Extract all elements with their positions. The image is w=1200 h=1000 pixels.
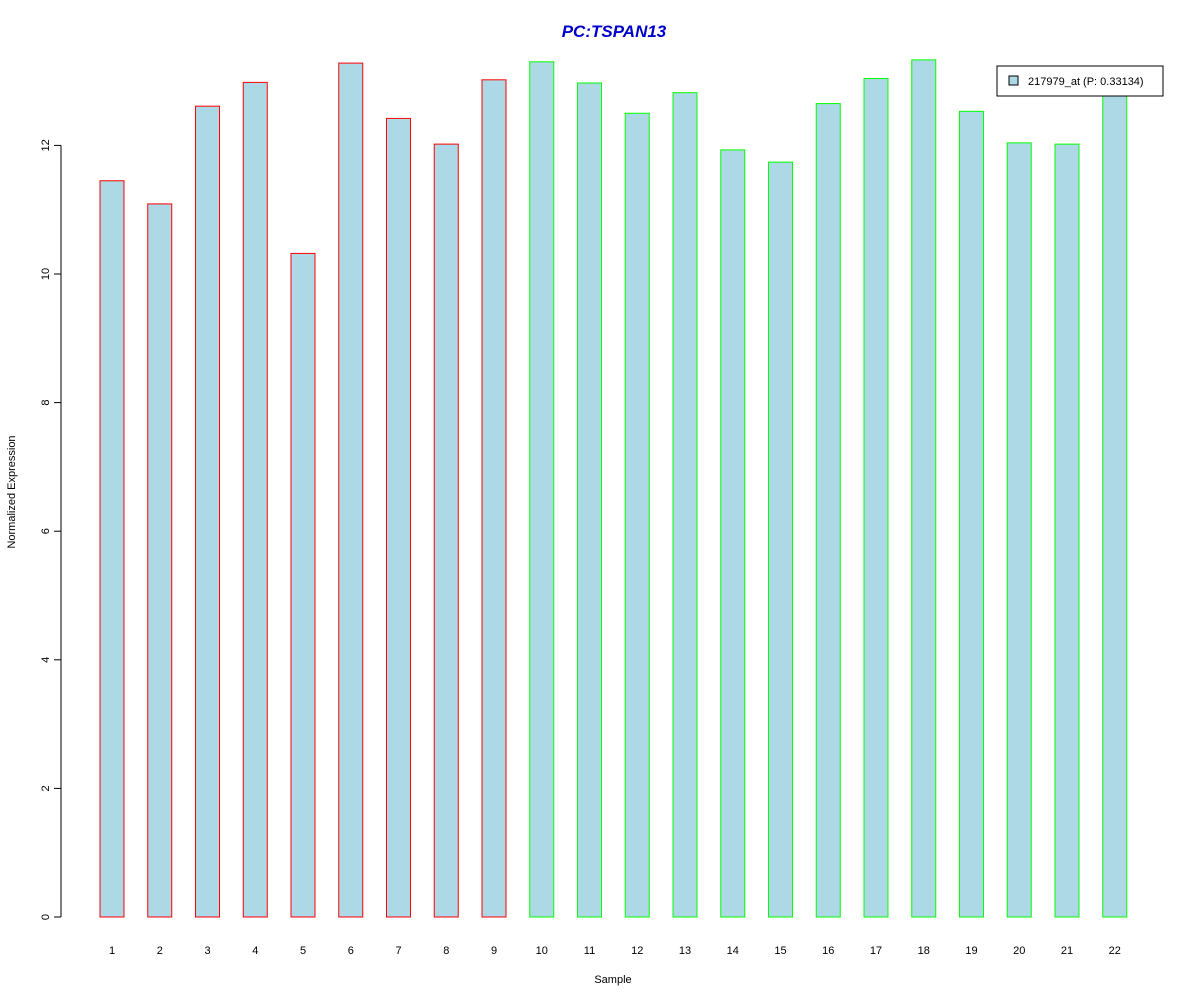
x-tick-label: 10 <box>536 945 548 957</box>
x-tick-label: 22 <box>1109 945 1121 957</box>
bar-sample-18 <box>911 59 937 918</box>
bar-sample-1 <box>99 180 125 918</box>
bar-sample-3 <box>195 105 220 918</box>
x-tick-label: 1 <box>109 945 115 957</box>
x-tick-label: 12 <box>631 945 643 957</box>
x-tick-label: 11 <box>584 945 595 957</box>
bar-sample-10 <box>529 61 555 918</box>
bar-sample-7 <box>386 117 411 918</box>
bar-sample-8 <box>433 143 459 918</box>
x-tick-label: 6 <box>348 945 354 957</box>
x-tick-label: 7 <box>395 945 401 957</box>
bar-sample-22 <box>1102 87 1128 918</box>
bar-sample-17 <box>863 78 889 918</box>
x-tick-label: 17 <box>870 945 882 957</box>
bar-sample-15 <box>768 161 793 918</box>
bar-sample-21 <box>1054 143 1080 918</box>
y-axis-label: Normalized Expression <box>6 435 18 548</box>
x-tick-label: 5 <box>300 945 306 957</box>
x-tick-label: 19 <box>965 945 977 957</box>
y-tick-label: 10 <box>40 268 52 280</box>
bar-sample-4 <box>242 81 268 918</box>
bar-sample-16 <box>815 103 841 918</box>
bar-sample-12 <box>624 112 650 918</box>
y-tick-label: 2 <box>40 785 52 791</box>
x-tick-labels: 1 2 3 4 5 6 7 8 9 10 11 12 13 14 15 16 17 18 19 20 21 22 <box>109 945 1121 957</box>
x-tick-label: 9 <box>491 945 497 957</box>
x-tick-label: 2 <box>157 945 163 957</box>
bars <box>99 59 1128 918</box>
x-tick-label: 21 <box>1061 945 1073 957</box>
y-axis: 0 2 4 6 8 10 12 <box>40 139 62 920</box>
y-tick-label: 4 <box>40 657 52 663</box>
legend: 217979_at (P: 0.33134) <box>996 65 1164 97</box>
bar-sample-2 <box>147 203 173 918</box>
x-tick-label: 20 <box>1013 945 1025 957</box>
x-tick-label: 18 <box>918 945 930 957</box>
y-tick-label: 12 <box>40 139 52 151</box>
bar-sample-13 <box>672 92 698 918</box>
x-tick-label: 14 <box>727 945 739 957</box>
x-tick-label: 16 <box>822 945 834 957</box>
bar-sample-9 <box>481 79 507 918</box>
x-axis-label: Sample <box>594 974 631 986</box>
x-tick-label: 15 <box>774 945 786 957</box>
bar-sample-20 <box>1006 142 1032 918</box>
y-tick-label: 8 <box>40 400 52 406</box>
x-tick-label: 8 <box>443 945 449 957</box>
legend-box <box>996 65 1164 97</box>
chart-title: PC:TSPAN13 <box>562 22 667 41</box>
legend-swatch <box>1008 75 1019 86</box>
y-tick-label: 6 <box>40 528 52 534</box>
legend-entry-label: 217979_at (P: 0.33134) <box>1028 76 1144 88</box>
x-tick-label: 3 <box>204 945 210 957</box>
bar-sample-19 <box>959 110 984 918</box>
y-tick-label: 0 <box>40 914 52 920</box>
bar-sample-6 <box>338 62 364 918</box>
x-tick-label: 4 <box>252 945 258 957</box>
bar-sample-5 <box>290 252 316 918</box>
bar-sample-14 <box>720 149 746 918</box>
bar-sample-11 <box>577 82 602 918</box>
x-tick-label: 13 <box>679 945 691 957</box>
